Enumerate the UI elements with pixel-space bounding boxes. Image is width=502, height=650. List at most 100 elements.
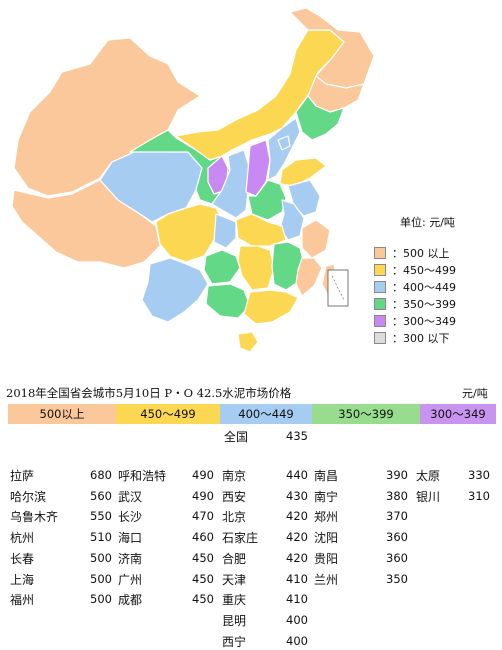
legend-swatch — [374, 247, 386, 259]
table-title: 2018年全国省会城市5月10日 P・O 42.5水泥市场价格 — [6, 386, 292, 400]
city-price: 500 — [90, 592, 112, 606]
city-price: 470 — [192, 509, 214, 523]
band-label: 350～399 — [338, 407, 394, 421]
city-name: 贵阳 — [314, 552, 339, 566]
city-price: 410 — [286, 572, 308, 586]
city-price: 410 — [286, 592, 308, 606]
region-guangdong[interactable] — [243, 289, 299, 325]
city-price: 490 — [192, 468, 214, 482]
city-price: 400 — [286, 634, 308, 648]
city-price: 370 — [386, 509, 408, 523]
band-header: 400～449 — [220, 404, 312, 424]
legend-unit: 单位: 元/吨 — [400, 216, 455, 229]
city-name: 天津 — [222, 573, 247, 587]
region-hainan[interactable] — [237, 331, 259, 353]
city-price: 440 — [286, 468, 308, 482]
city-name: 乌鲁木齐 — [10, 510, 59, 524]
city-price: 360 — [386, 530, 408, 544]
band-label: 450～499 — [140, 407, 196, 421]
city-name: 南昌 — [314, 469, 339, 483]
legend-label: ：500 以上 — [392, 247, 450, 260]
region-beijing[interactable] — [277, 135, 291, 151]
band-header: 500以上 — [8, 404, 116, 424]
city-price: 420 — [286, 530, 308, 544]
national-value: 435 — [286, 429, 308, 443]
city-price: 490 — [192, 489, 214, 503]
city-name: 呼和浩特 — [118, 469, 167, 483]
city-name: 杭州 — [10, 531, 35, 545]
region-zhejiang[interactable] — [301, 219, 331, 259]
city-name: 太原 — [416, 469, 441, 483]
city-price: 500 — [90, 572, 112, 586]
band-header: 450～499 — [116, 404, 220, 424]
band-label: 300～349 — [430, 407, 486, 421]
china-price-map — [11, 7, 375, 353]
region-guizhou[interactable] — [203, 249, 241, 285]
city-name: 哈尔滨 — [10, 490, 47, 504]
legend-item: ：400～449 — [374, 280, 456, 294]
city-price: 450 — [192, 572, 214, 586]
band-header: 350～399 — [312, 404, 420, 424]
city-name: 长春 — [10, 552, 35, 566]
legend-swatch — [374, 264, 386, 276]
city-price: 500 — [90, 551, 112, 565]
region-fujian[interactable] — [295, 257, 323, 297]
city-name: 长沙 — [118, 510, 143, 524]
region-chongqing[interactable] — [213, 213, 237, 249]
table-unit: 元/吨 — [462, 387, 488, 400]
city-price: 420 — [286, 509, 308, 523]
band-label: 500以上 — [39, 407, 85, 421]
city-name: 南京 — [222, 469, 247, 483]
city-name: 重庆 — [222, 593, 247, 607]
region-shandong[interactable] — [279, 157, 327, 187]
national-name: 全国 — [224, 430, 249, 444]
legend-label: ：300～349 — [392, 315, 456, 328]
legend-label: ：400～449 — [392, 281, 456, 294]
region-yunnan[interactable] — [141, 257, 209, 323]
region-hubei[interactable] — [235, 213, 287, 247]
legend-swatch — [374, 332, 386, 344]
legend-swatch — [374, 298, 386, 310]
city-name: 郑州 — [314, 510, 339, 524]
region-hunan[interactable] — [237, 245, 275, 291]
city-price: 420 — [286, 551, 308, 565]
city-name: 西宁 — [222, 635, 247, 649]
region-guangxi[interactable] — [205, 283, 251, 319]
legend-item: ：350～399 — [374, 297, 456, 311]
city-price: 360 — [386, 551, 408, 565]
city-price: 310 — [468, 489, 490, 503]
legend-label: ：350～399 — [392, 298, 456, 311]
city-price: 450 — [192, 592, 214, 606]
band-header: 300～349 — [420, 404, 496, 424]
legend-item: ：300 以下 — [374, 331, 450, 345]
city-price: 450 — [192, 551, 214, 565]
region-anhui[interactable] — [279, 199, 305, 241]
city-name: 武汉 — [118, 490, 143, 504]
city-name: 广州 — [118, 573, 143, 587]
legend-swatch — [374, 281, 386, 293]
city-name: 昆明 — [222, 614, 247, 628]
city-name: 北京 — [222, 510, 247, 524]
city-price: 390 — [386, 468, 408, 482]
legend-label: ：300 以下 — [392, 332, 450, 345]
city-name: 济南 — [118, 552, 143, 566]
city-price: 350 — [386, 572, 408, 586]
legend-item: ：500 以上 — [374, 246, 450, 260]
legend-item: ：300～349 — [374, 314, 456, 328]
legend-item: ：450～499 — [374, 263, 456, 277]
south-sea-islands — [331, 275, 345, 301]
city-price: 380 — [386, 489, 408, 503]
legend-label: ：450～499 — [392, 264, 456, 277]
city-price: 330 — [468, 468, 490, 482]
city-price: 400 — [286, 613, 308, 627]
city-name: 石家庄 — [222, 531, 259, 545]
city-price: 550 — [90, 509, 112, 523]
city-name: 海口 — [118, 531, 143, 545]
city-price: 510 — [90, 530, 112, 544]
region-liaoning[interactable] — [295, 95, 345, 141]
city-name: 成都 — [118, 593, 143, 607]
band-label: 400～449 — [238, 407, 294, 421]
city-name: 沈阳 — [314, 531, 339, 545]
region-tibet[interactable] — [11, 179, 161, 269]
city-name: 银川 — [416, 490, 441, 504]
